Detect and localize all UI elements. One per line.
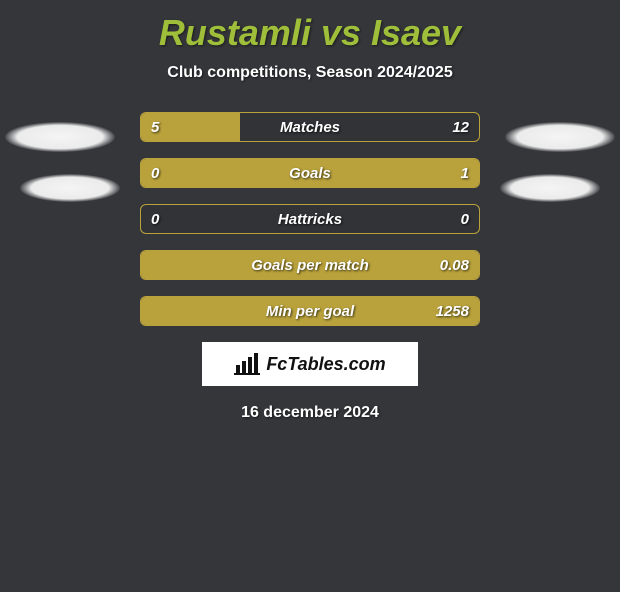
brand-text: FcTables.com bbox=[266, 354, 385, 375]
date-text: 16 december 2024 bbox=[0, 404, 620, 422]
stat-value-right: 1258 bbox=[436, 297, 469, 325]
player-left-shadow-2 bbox=[20, 174, 120, 202]
player-right-shadow-1 bbox=[505, 122, 615, 152]
stat-label: Hattricks bbox=[141, 205, 479, 233]
stat-row-hattricks: 0 Hattricks 0 bbox=[140, 204, 480, 234]
stat-value-right: 1 bbox=[461, 159, 469, 187]
stat-row-min-per-goal: Min per goal 1258 bbox=[140, 296, 480, 326]
brand-box[interactable]: FcTables.com bbox=[202, 342, 418, 386]
comparison-panel: 5 Matches 12 0 Goals 1 0 Hattricks 0 Goa… bbox=[0, 112, 620, 422]
stat-label: Min per goal bbox=[141, 297, 479, 325]
stat-value-right: 0 bbox=[461, 205, 469, 233]
stat-label: Matches bbox=[141, 113, 479, 141]
stat-value-right: 0.08 bbox=[440, 251, 469, 279]
subtitle: Club competitions, Season 2024/2025 bbox=[0, 64, 620, 82]
bar-chart-icon bbox=[234, 353, 260, 375]
stat-row-matches: 5 Matches 12 bbox=[140, 112, 480, 142]
stat-bars: 5 Matches 12 0 Goals 1 0 Hattricks 0 Goa… bbox=[140, 112, 480, 326]
player-right-shadow-2 bbox=[500, 174, 600, 202]
player-left-shadow-1 bbox=[5, 122, 115, 152]
stat-row-goals: 0 Goals 1 bbox=[140, 158, 480, 188]
page-title: Rustamli vs Isaev bbox=[0, 12, 620, 54]
stat-row-goals-per-match: Goals per match 0.08 bbox=[140, 250, 480, 280]
stat-value-right: 12 bbox=[452, 113, 469, 141]
stat-label: Goals bbox=[141, 159, 479, 187]
stat-label: Goals per match bbox=[141, 251, 479, 279]
